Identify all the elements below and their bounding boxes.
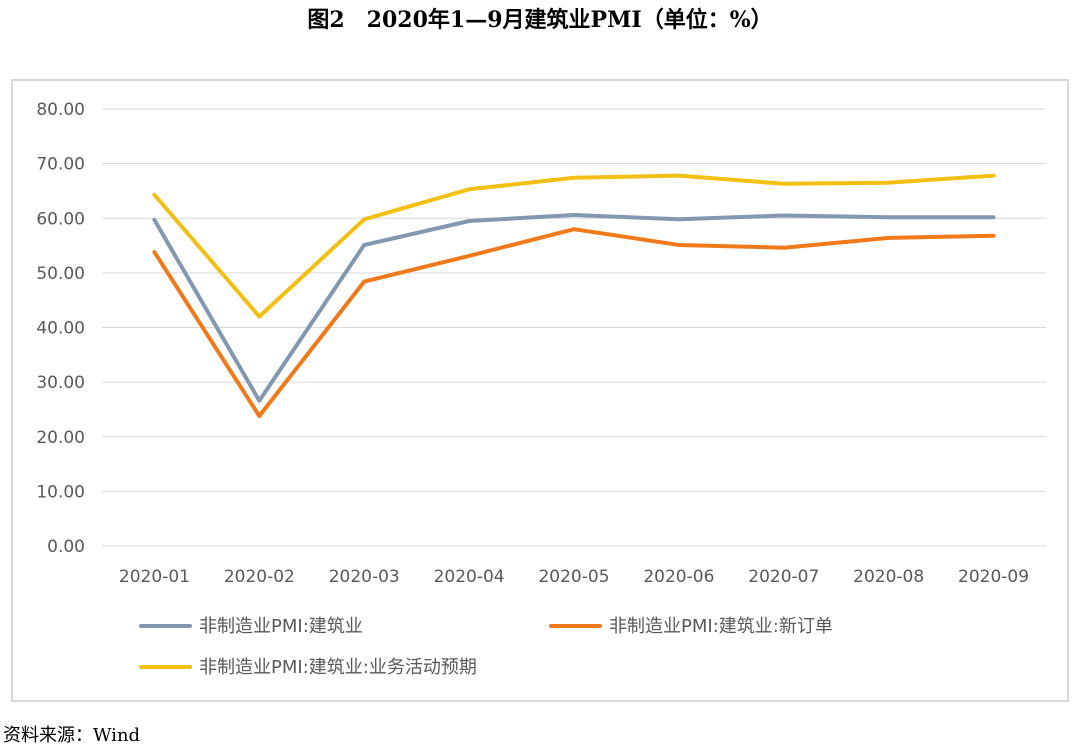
x-tick-label: 2020-06 (643, 567, 714, 587)
x-tick-label: 2020-01 (119, 567, 190, 587)
line-chart: 0.00 10.00 20.00 30.00 40.00 50.00 60.00 70.00 8… (36, 100, 1046, 678)
x-tick-label: 2020-04 (434, 567, 505, 587)
y-tick-label: 70.00 (36, 155, 85, 175)
y-tick-label: 40.00 (36, 319, 85, 339)
x-tick-label: 2020-08 (853, 567, 924, 587)
y-tick-label: 80.00 (36, 100, 85, 120)
series-line-3 (152, 173, 996, 319)
y-tick-label: 10.00 (36, 482, 85, 502)
series-line-2 (152, 227, 996, 418)
x-tick-label: 2020-05 (538, 567, 609, 587)
legend-label-1: 非制造业PMI:建筑业 (199, 616, 363, 637)
source-note: 资料来源：Wind (3, 725, 141, 746)
chart-title: 图2 2020年1—9月建筑业PMI（单位：%） (307, 7, 773, 33)
legend-label-3: 非制造业PMI:建筑业:业务活动预期 (199, 657, 477, 678)
x-tick-label: 2020-09 (958, 567, 1029, 587)
legend-label-2: 非制造业PMI:建筑业:新订单 (609, 616, 833, 637)
y-tick-label: 20.00 (36, 428, 85, 448)
series-line-1 (152, 213, 996, 403)
y-tick-label: 60.00 (36, 209, 85, 229)
x-tick-label: 2020-03 (329, 567, 400, 587)
x-tick-label: 2020-02 (224, 567, 295, 587)
chart-frame: 0.00 10.00 20.00 30.00 40.00 50.00 60.00 70.00 8… (11, 79, 1069, 702)
y-tick-label: 30.00 (36, 373, 85, 393)
x-tick-label: 2020-07 (748, 567, 819, 587)
y-tick-label: 50.00 (36, 264, 85, 284)
y-tick-label: 0.00 (47, 537, 85, 557)
